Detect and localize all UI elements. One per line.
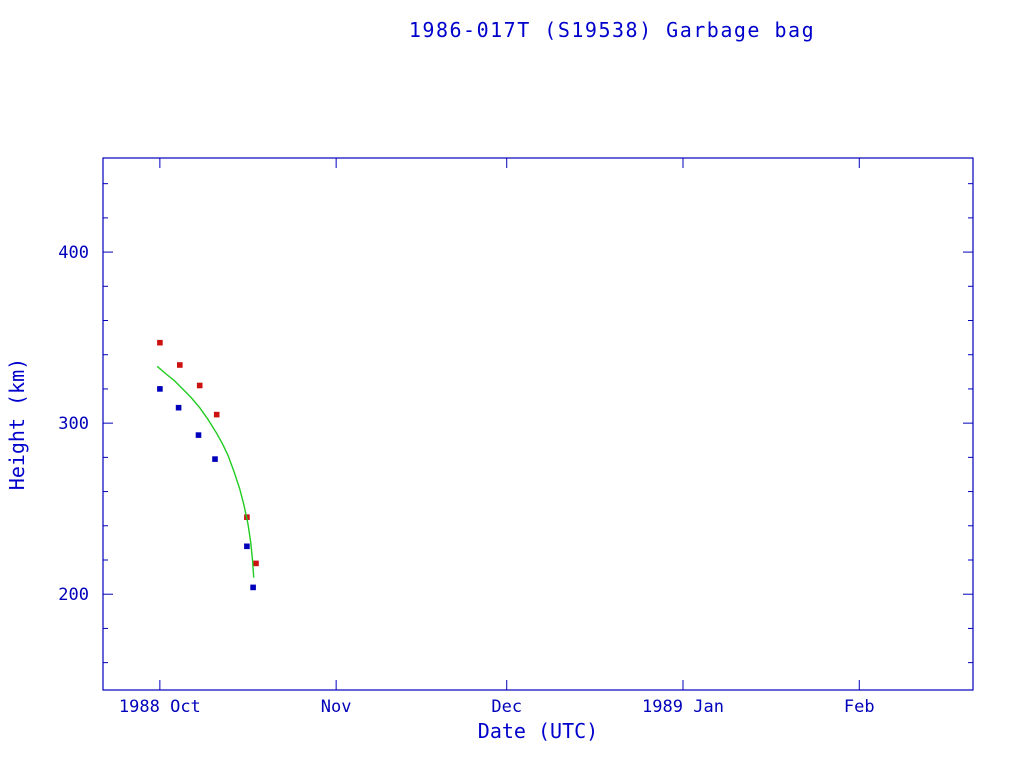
x-tick-label: 1989 Jan [642, 697, 724, 717]
perigee-height-point [212, 456, 218, 462]
perigee-height-point [244, 543, 250, 550]
y-tick-label: 200 [58, 585, 89, 605]
apogee-height-point [177, 362, 183, 368]
x-tick-label: Dec [491, 697, 522, 717]
predicted-decay-line [156, 366, 255, 578]
perigee-height-point [175, 404, 182, 411]
apogee-height-point [253, 560, 259, 567]
x-tick-label: 1988 Oct [119, 697, 201, 717]
apogee-height-point [213, 411, 220, 418]
chart-title: 1986-017T (S19538) Garbage bag [408, 18, 816, 42]
y-tick-label: 300 [58, 414, 89, 434]
y-tick-label: 400 [58, 243, 89, 263]
apogee-height-point [157, 339, 163, 346]
perigee-height-point [195, 432, 202, 438]
perigee-height-point [157, 386, 163, 392]
x-tick-label: Nov [321, 697, 352, 717]
x-tick-label: Feb [844, 697, 875, 717]
x-axis-label: Date (UTC) [477, 719, 599, 743]
plot-frame [102, 157, 974, 691]
perigee-height-point [250, 584, 256, 591]
apogee-height-point [196, 382, 203, 389]
